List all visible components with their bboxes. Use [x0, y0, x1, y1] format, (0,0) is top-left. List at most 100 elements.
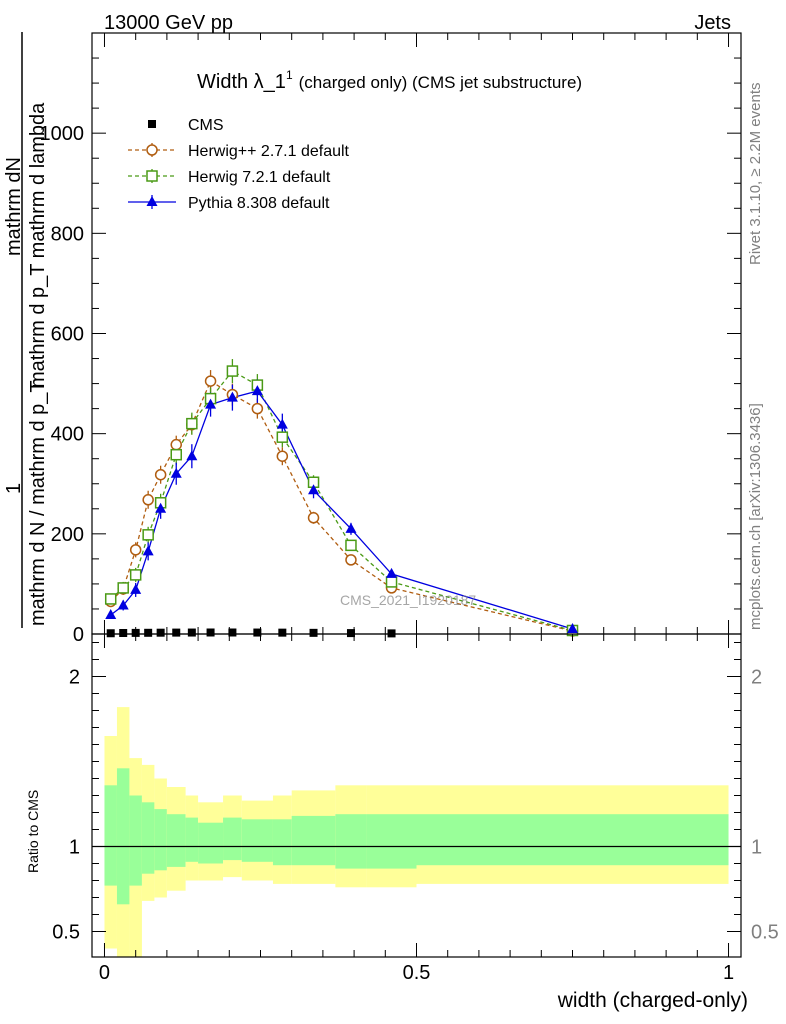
legend-label: Pythia 8.308 default [188, 195, 330, 212]
ratio-inner-band [416, 814, 729, 866]
y-tick-label: 600 [51, 324, 84, 346]
ratio-inner-band [141, 802, 155, 874]
data-point [276, 450, 289, 462]
data-point [345, 554, 357, 566]
x-tick-label: 0.5 [403, 962, 431, 984]
legend-marker [146, 196, 158, 206]
data-point [129, 569, 142, 581]
y-tick-label: 1000 [40, 123, 85, 145]
legend-marker [146, 170, 158, 182]
data-point [155, 502, 167, 513]
ratio-inner-band [223, 817, 242, 861]
data-point [205, 398, 217, 409]
data-point [345, 539, 357, 552]
ratio-inner-band [272, 819, 292, 866]
ratio-inner-band [291, 815, 336, 866]
data-point [105, 608, 117, 619]
chart-title-main: Width λ_1 [197, 71, 286, 93]
data-point [385, 576, 398, 588]
ratio-ylabel: Ratio to CMS [25, 790, 41, 873]
data-point [276, 431, 289, 443]
data-point [131, 628, 140, 637]
ylabel-top-numerator: mathrm dN [3, 157, 25, 256]
data-point [119, 628, 128, 637]
main-ylabel: mathrm dN mathrm d p_T mathrm d lambda 1… [3, 32, 49, 628]
data-point [170, 467, 182, 478]
data-point [172, 628, 181, 637]
y-tick-label: 400 [51, 424, 84, 446]
data-point [308, 484, 320, 495]
data-point [228, 628, 237, 637]
ratio-y-tick-label: 1 [69, 837, 80, 859]
data-point [204, 375, 217, 387]
data-point [117, 599, 129, 610]
ratio-y-tick-label: 2 [69, 667, 80, 689]
ratio-inner-band [154, 809, 167, 871]
data-point [226, 365, 239, 377]
ratio-inner-band [166, 814, 186, 867]
x-axis-label: width (charged-only) [557, 989, 748, 1012]
legend-marker [146, 144, 158, 156]
data-point [129, 544, 142, 556]
data-point [307, 512, 320, 524]
data-point [187, 628, 196, 637]
analysis-watermark: CMS_2021_I1920187 [340, 592, 476, 608]
ratio-y-tick-label: 0.5 [52, 922, 80, 944]
data-point [251, 402, 264, 415]
data-point [156, 628, 165, 637]
data-point [142, 529, 154, 541]
x-tick-label: 0 [99, 962, 110, 984]
data-point [117, 582, 129, 594]
ylabel-top-denominator: mathrm d p_T mathrm d lambda [27, 102, 49, 388]
ylabel-bottom: mathrm d N / mathrm d p_T [27, 380, 49, 626]
data-point [104, 593, 117, 605]
data-point [387, 629, 396, 638]
data-point [170, 448, 182, 461]
chart-title-rest: (charged only) (CMS jet substructure) [299, 73, 582, 92]
data-point [251, 385, 263, 396]
data-point [226, 391, 238, 402]
data-point [186, 450, 198, 461]
ratio-inner-band [185, 817, 199, 862]
y-tick-label: 800 [51, 223, 84, 245]
ylabel-one: 1 [3, 483, 25, 494]
data-point [106, 629, 115, 638]
data-point [170, 438, 182, 451]
x-tick-label: 1 [723, 962, 734, 984]
chart-title-sup: 1 [286, 68, 293, 82]
legend-label: CMS [188, 117, 224, 134]
data-point [567, 622, 579, 633]
ratio-inner-band [366, 814, 417, 869]
legend-label: Herwig++ 2.7.1 default [188, 143, 350, 160]
data-point [142, 545, 154, 556]
ratio-y-tick-label-right: 0.5 [751, 922, 779, 944]
y-tick-label: 0 [73, 624, 84, 646]
data-point [130, 583, 142, 594]
chart-title: Width λ_11 (charged only) (CMS jet substr… [197, 68, 582, 93]
data-point [186, 417, 198, 430]
main-panel: 0 200 400 600 800 1000 [40, 32, 742, 646]
ratio-panel: 0 0.5 1 0.5 0.5 1 1 2 2 [52, 633, 779, 984]
header-left: 13000 GeV pp [104, 12, 233, 34]
data-point [276, 418, 288, 429]
data-point [253, 628, 262, 637]
legend-marker [148, 120, 156, 128]
data-point [345, 522, 357, 533]
data-point [154, 468, 167, 481]
rivet-version-text: Rivet 3.1.10, ≥ 2.2M events [747, 83, 764, 266]
data-point [309, 628, 318, 637]
ratio-inner-band [335, 814, 367, 869]
ratio-inner-band [241, 819, 273, 862]
ratio-inner-band [198, 822, 224, 864]
legend: CMS Herwig++ 2.7.1 default Herwig 7.2.1 de… [128, 117, 350, 212]
data-point [142, 494, 154, 506]
ratio-y-tick-label-right: 1 [751, 837, 762, 859]
data-point [278, 628, 287, 637]
header-right: Jets [694, 12, 731, 34]
data-point [346, 629, 355, 638]
ratio-inner-band [116, 768, 130, 905]
ratio-inner-band [104, 785, 117, 886]
legend-label: Herwig 7.2.1 default [188, 169, 331, 186]
y-tick-label: 200 [51, 524, 84, 546]
